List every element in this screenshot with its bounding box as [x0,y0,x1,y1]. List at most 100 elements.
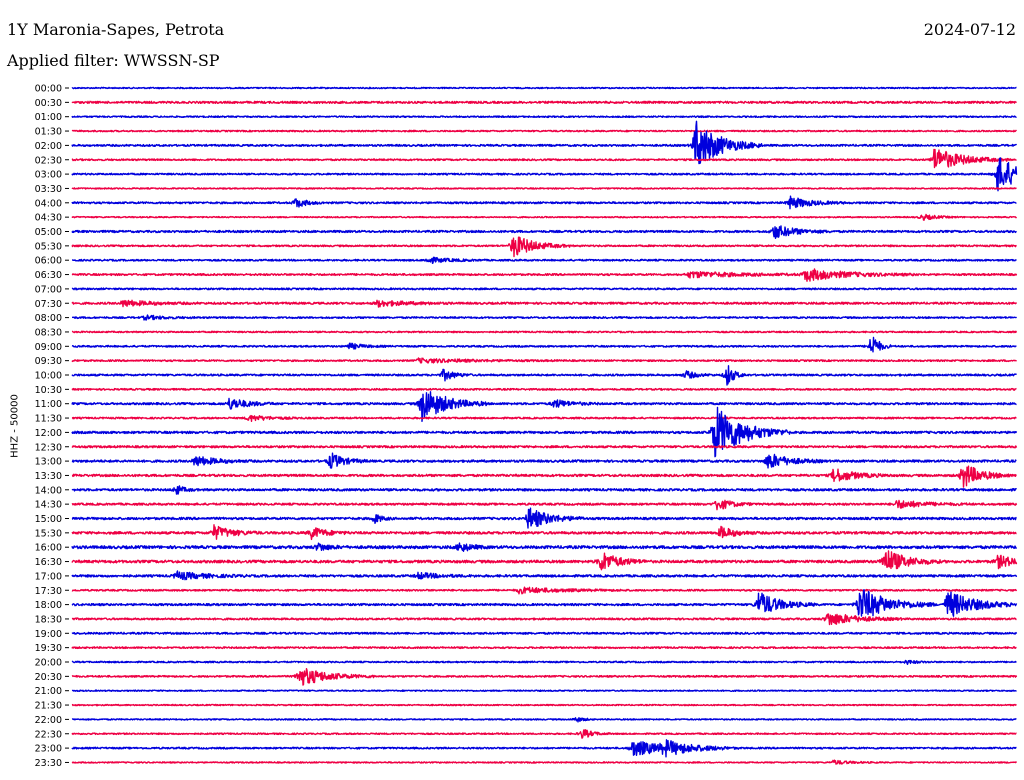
trace-line [71,689,1017,692]
trace-line [71,570,1018,581]
row-label: 10:00 [35,371,62,382]
row-label: 19:30 [35,643,62,654]
trace-line [71,717,1017,723]
trace-line [71,129,1017,133]
row-label: 17:00 [35,571,62,582]
row-label: 20:30 [35,672,62,683]
trace-line [71,507,1017,529]
trace-line [71,550,1018,571]
row-label: 23:00 [35,744,62,755]
chart-date: 2024-07-12 [923,20,1016,39]
row-label: 16:30 [35,557,62,568]
row-label: 02:00 [35,141,62,152]
row-label: 07:00 [35,284,62,295]
row-label: 22:30 [35,729,62,740]
trace-line [71,631,1018,635]
row-label: 12:00 [35,428,62,439]
row-label: 23:30 [35,758,62,769]
trace-line [71,115,1017,119]
row-label: 20:00 [35,658,62,669]
trace-line [71,465,1017,488]
row-label: 05:30 [35,241,62,252]
chart-title: 1Y Maronia-Sapes, Petrota [7,20,225,39]
row-label: 01:00 [35,112,62,123]
row-label: 08:30 [35,327,62,338]
row-label: 19:00 [35,629,62,640]
trace-line [71,299,1018,308]
row-label: 06:30 [35,270,62,281]
trace-line [71,357,1017,364]
trace-line [71,256,1017,264]
trace-line [71,314,1018,321]
row-label: 03:00 [35,170,62,181]
row-label: 11:30 [35,414,62,425]
row-label: 14:30 [35,500,62,511]
row-label: 00:30 [35,98,62,109]
trace-line [71,225,1017,239]
trace-line [71,391,1017,422]
trace-line [71,589,1018,617]
row-label: 14:00 [35,485,62,496]
row-label: 07:30 [35,299,62,310]
trace-line [71,236,1017,258]
trace-line [71,330,1018,334]
trace-line [71,524,1017,541]
trace-line [71,86,1017,90]
row-label: 18:30 [35,614,62,625]
trace-line [71,445,1018,449]
row-label: 13:00 [35,457,62,468]
trace-line [71,406,1018,458]
row-label: 13:30 [35,471,62,482]
row-label: 03:30 [35,184,62,195]
trace-line [71,148,1017,169]
row-label: 18:00 [35,600,62,611]
row-label: 21:00 [35,686,62,697]
trace-line [71,759,1018,765]
row-label: 02:30 [35,155,62,166]
trace-line [71,729,1017,739]
trace-line [71,646,1017,650]
trace-line [71,336,1017,353]
row-label: 09:30 [35,356,62,367]
row-label: 09:00 [35,342,62,353]
trace-line [71,213,1018,221]
trace-line [71,613,1017,626]
trace-line [71,499,1018,511]
trace-line [71,157,1018,192]
row-label: 11:00 [35,399,62,410]
trace-line [71,739,1017,758]
row-label: 05:00 [35,227,62,238]
trace-line [71,414,1017,422]
trace-line [71,387,1017,391]
filter-label: Applied filter: WWSSN-SP [7,51,220,70]
row-label: 12:30 [35,442,62,453]
row-label: 21:30 [35,701,62,712]
row-label: 08:00 [35,313,62,324]
row-label: 06:00 [35,256,62,267]
row-label: 22:00 [35,715,62,726]
row-label: 04:30 [35,213,62,224]
row-label: 16:00 [35,543,62,554]
trace-line [71,542,1018,552]
row-label: 17:30 [35,586,62,597]
trace-line [71,703,1017,707]
trace-line [71,659,1017,665]
trace-line [71,287,1018,291]
row-label: 10:30 [35,385,62,396]
row-label: 01:30 [35,127,62,138]
trace-line [71,668,1018,686]
trace-line [71,120,1018,165]
trace-line [71,485,1018,495]
trace-line [71,195,1017,210]
trace-line [71,365,1017,386]
trace-line [71,268,1018,282]
row-label: 15:30 [35,528,62,539]
trace-line [71,586,1018,595]
trace-line [71,452,1017,469]
row-label: 04:00 [35,198,62,209]
trace-line [71,100,1017,104]
row-label: 00:00 [35,84,62,95]
row-label: 15:00 [35,514,62,525]
trace-line [71,187,1017,190]
